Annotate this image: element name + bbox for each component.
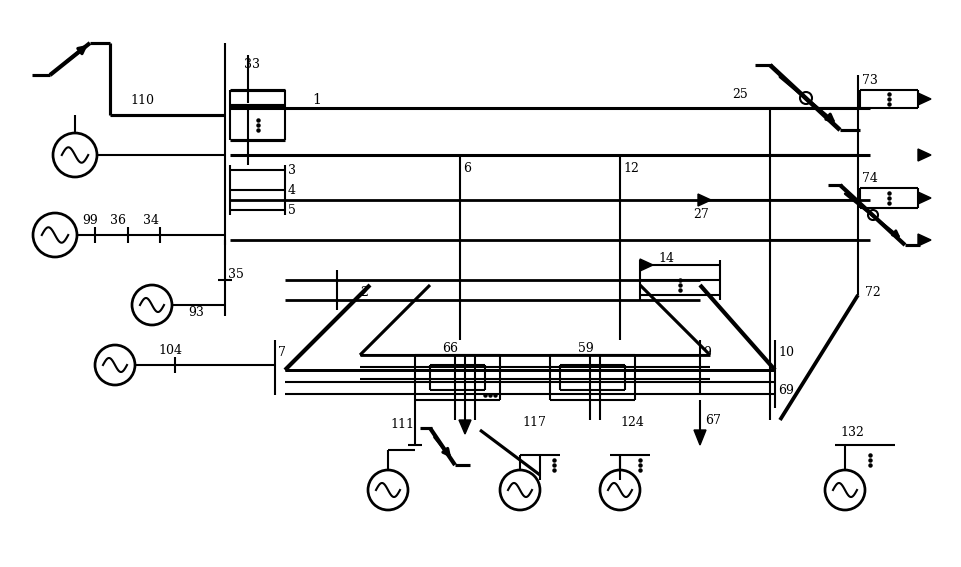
- Text: 7: 7: [278, 345, 285, 358]
- Text: 111: 111: [390, 418, 414, 431]
- Text: 2: 2: [360, 286, 368, 299]
- Text: 67: 67: [705, 413, 721, 426]
- Text: 36: 36: [110, 214, 126, 226]
- Text: 5: 5: [288, 204, 296, 217]
- Text: 117: 117: [522, 417, 546, 429]
- Text: 4: 4: [288, 184, 296, 197]
- Text: 35: 35: [228, 269, 244, 281]
- Polygon shape: [918, 234, 931, 246]
- Polygon shape: [640, 259, 653, 271]
- Text: 110: 110: [130, 94, 154, 107]
- Text: 124: 124: [620, 417, 644, 429]
- Text: 72: 72: [865, 286, 880, 298]
- Text: 132: 132: [840, 425, 864, 438]
- Text: 27: 27: [693, 209, 709, 222]
- Polygon shape: [918, 93, 931, 105]
- Text: 25: 25: [732, 87, 748, 100]
- Polygon shape: [698, 194, 711, 206]
- Text: 99: 99: [82, 214, 98, 226]
- Text: 93: 93: [188, 307, 204, 319]
- Polygon shape: [918, 192, 931, 204]
- Polygon shape: [694, 430, 706, 445]
- Text: 74: 74: [862, 171, 878, 184]
- Polygon shape: [459, 420, 471, 434]
- Polygon shape: [918, 149, 931, 161]
- Text: 66: 66: [442, 341, 458, 354]
- Text: 1: 1: [312, 93, 321, 107]
- Text: 104: 104: [158, 344, 182, 357]
- Text: 10: 10: [778, 345, 794, 358]
- Text: 59: 59: [578, 341, 594, 354]
- Text: 34: 34: [143, 214, 159, 226]
- Text: 69: 69: [778, 383, 794, 396]
- Text: 3: 3: [288, 163, 296, 176]
- Text: 73: 73: [862, 74, 878, 87]
- Text: 33: 33: [244, 58, 260, 71]
- Text: 14: 14: [658, 252, 674, 264]
- Text: 12: 12: [623, 162, 639, 175]
- Text: 9: 9: [703, 345, 711, 358]
- Text: 6: 6: [463, 162, 471, 175]
